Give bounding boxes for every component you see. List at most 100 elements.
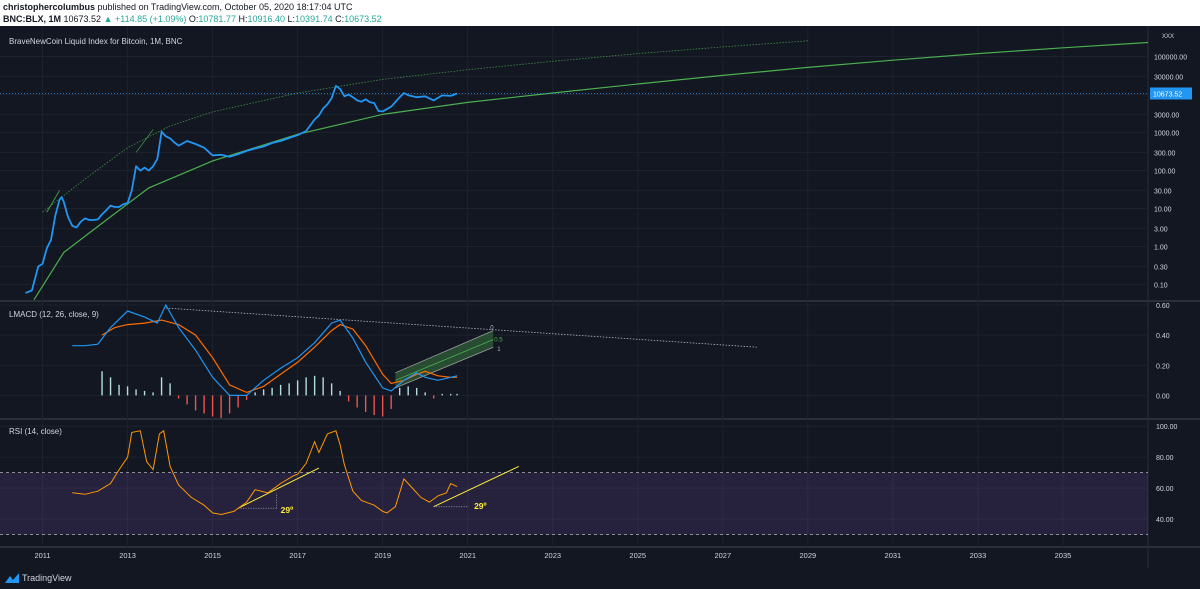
- price-tick-label: 100000.00: [1154, 55, 1187, 62]
- macd-histogram-bar: [186, 395, 188, 405]
- macd-tick-label: 0.00: [1156, 393, 1170, 400]
- tradingview-logo-icon[interactable]: [4, 572, 20, 584]
- macd-histogram-bar: [109, 377, 112, 396]
- x-tick-label: 2023: [544, 551, 561, 560]
- support-curve-lower: [33, 41, 1149, 301]
- author-name[interactable]: christophercolumbus: [3, 2, 96, 12]
- rsi-pane[interactable]: 29º 29º: [0, 429, 1148, 536]
- high-value: 10916.40: [247, 14, 286, 24]
- macd-histogram-bar: [143, 390, 146, 396]
- x-tick-label: 2035: [1055, 551, 1072, 560]
- x-tick-label: 2013: [119, 551, 136, 560]
- macd-histogram-bar: [415, 387, 418, 396]
- low-label: L:: [287, 14, 296, 24]
- macd-histogram-bar: [456, 393, 458, 396]
- macd-histogram-bar: [390, 395, 392, 409]
- author-line: christophercolumbus published on Trading…: [3, 2, 353, 12]
- rsi-tick-label: 40.00: [1156, 517, 1174, 524]
- macd-histogram-bar: [381, 395, 384, 417]
- macd-trendline: [165, 307, 757, 348]
- macd-histogram-bar: [407, 386, 409, 396]
- close-value: 10673.52: [344, 14, 382, 24]
- chart-canvas[interactable]: 00.51 29º 29º 2011 2013 2015 2017 2019 2021 202…: [0, 26, 1200, 568]
- macd-histogram-bar: [373, 395, 375, 415]
- x-tick-label: 2011: [34, 551, 50, 560]
- x-tick-label: 2031: [885, 551, 902, 560]
- fib-label-0: 0: [490, 326, 494, 332]
- macd-histogram-bar: [254, 392, 256, 396]
- price-tick-label: 300.00: [1154, 150, 1176, 157]
- published-text: published on TradingView.com, October 05…: [97, 2, 353, 12]
- open-value: 10781.77: [198, 14, 236, 24]
- rsi-angle-line: [237, 467, 320, 509]
- macd-histogram-bar: [330, 383, 333, 396]
- fib-line: [395, 346, 494, 389]
- x-tick-label: 2025: [629, 551, 646, 560]
- macd-histogram-bar: [177, 395, 180, 399]
- open-label: O:: [188, 14, 199, 24]
- axis-top-label: XXX: [1162, 34, 1174, 40]
- x-tick-label: 2015: [204, 551, 221, 560]
- x-tick-label: 2017: [289, 551, 306, 560]
- macd-histogram-bar: [424, 392, 426, 396]
- macd-pane-title: LMACD (12, 26, close, 9): [9, 310, 99, 319]
- rsi-angle-label: 29º: [474, 501, 487, 511]
- low-value: 10391.74: [295, 14, 333, 24]
- macd-histogram-bar: [449, 393, 452, 396]
- macd-histogram-bar: [152, 392, 154, 396]
- macd-tick-label: 0.60: [1156, 303, 1170, 310]
- support-curve-upper: [42, 40, 808, 213]
- x-tick-label: 2033: [970, 551, 987, 560]
- fib-label-half: 0.5: [494, 338, 503, 344]
- price-tick-label: 30000.00: [1154, 74, 1183, 81]
- macd-pane[interactable]: 00.51: [72, 303, 757, 418]
- macd-signal-line: [101, 319, 458, 394]
- close-label: C:: [335, 14, 345, 24]
- price-line: [25, 84, 458, 294]
- rsi-tick-label: 80.00: [1156, 455, 1174, 462]
- macd-line: [72, 303, 458, 396]
- macd-histogram-bar: [194, 395, 197, 411]
- rsi-angle-label: 29º: [281, 505, 294, 515]
- macd-histogram-bar: [237, 395, 239, 408]
- macd-histogram-bar: [101, 371, 103, 396]
- macd-histogram-bar: [432, 395, 435, 399]
- macd-tick-label: 0.20: [1156, 363, 1170, 370]
- macd-histogram-bar: [347, 395, 350, 402]
- macd-histogram-bar: [279, 384, 282, 396]
- fib-line: [395, 330, 494, 374]
- x-tick-label: 2027: [714, 551, 731, 560]
- macd-histogram-bar: [305, 377, 307, 396]
- rsi-band: [0, 472, 1148, 535]
- rsi-tick-label: 60.00: [1156, 486, 1174, 493]
- macd-histogram-bar: [398, 387, 401, 396]
- macd-histogram-bar: [169, 383, 171, 396]
- macd-histogram-bar: [118, 384, 120, 396]
- price-pane-title: BraveNewCoin Liquid Index for Bitcoin, 1…: [9, 37, 183, 46]
- publish-header: christophercolumbus published on Trading…: [0, 0, 1200, 26]
- macd-histogram-bar: [441, 393, 443, 396]
- fan-tick: [46, 190, 60, 213]
- change-value: ▲ +114.85 (+1.09%): [103, 14, 187, 24]
- macd-histogram-bar: [211, 395, 214, 417]
- macd-histogram-bar: [296, 380, 299, 396]
- x-tick-label: 2021: [459, 551, 476, 560]
- macd-histogram-bar: [322, 377, 324, 396]
- price-tick-label: 3.00: [1154, 226, 1168, 233]
- macd-histogram-bar: [339, 390, 341, 396]
- price-tick-label: 30.00: [1154, 188, 1172, 195]
- macd-histogram-bar: [160, 377, 163, 396]
- price-tick-label: 0.10: [1154, 283, 1168, 290]
- price-tick-label: 1000.00: [1154, 131, 1179, 138]
- brand-name[interactable]: TradingView: [22, 573, 72, 583]
- price-pane[interactable]: [0, 40, 1149, 301]
- price-tick-label: 10.00: [1154, 207, 1172, 214]
- fib-line: [395, 339, 494, 381]
- price-value: 10673.52: [63, 14, 102, 24]
- macd-histogram-bar: [356, 395, 358, 408]
- macd-histogram-bar: [203, 395, 205, 414]
- high-label: H:: [238, 14, 248, 24]
- rsi-angle-line: [433, 466, 519, 508]
- rsi-pane-title: RSI (14, close): [9, 427, 62, 436]
- x-tick-label: 2019: [374, 551, 391, 560]
